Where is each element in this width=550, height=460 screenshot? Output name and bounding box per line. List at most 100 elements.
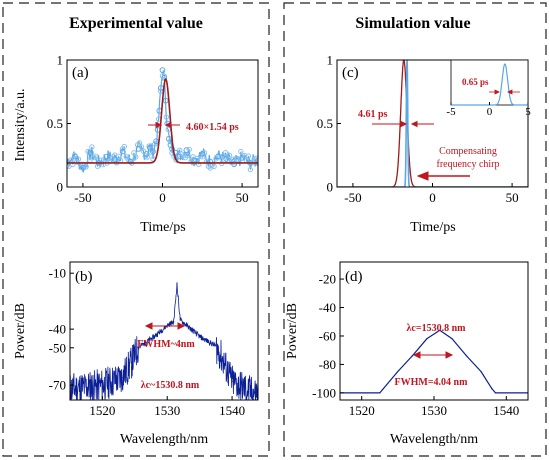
chart-d-y-tick-label: -60 xyxy=(319,329,336,344)
chart-d-spectrum-point xyxy=(379,392,381,394)
chart-b-spectrum-point xyxy=(179,319,181,321)
chart-a-x-tick-label: 50 xyxy=(236,190,249,205)
chart-b-y-label: Power/dB xyxy=(13,303,28,359)
chart-a-annotation: 4.60×1.54 ps xyxy=(186,122,239,133)
chart-b-ticks: 1520 1530 1540 -70 -50 -40 -10 xyxy=(49,266,245,418)
chart-a-data-point xyxy=(199,151,206,157)
chart-b-panel-label: (b) xyxy=(75,269,93,285)
chart-a-measured-point xyxy=(211,163,217,170)
chart-a-data-point xyxy=(255,157,258,164)
chart-d-spectrum-point xyxy=(465,355,468,357)
chart-b-x-tick-label: 1540 xyxy=(219,403,245,418)
chart-b-spectrum-point xyxy=(130,362,133,364)
chart-d-spectrum-point xyxy=(439,329,441,331)
chart-b-spectrum-point xyxy=(215,345,217,347)
chart-a-data-point xyxy=(183,147,190,154)
chart-a-measured-point xyxy=(131,150,137,156)
chart-a-data-point xyxy=(135,146,142,152)
chart-c-x-tick-label: -50 xyxy=(344,190,361,205)
chart-d-y-tick-label: -80 xyxy=(319,357,336,372)
chart-a-data-point xyxy=(169,146,175,152)
chart-a-data-point xyxy=(119,148,126,155)
chart-a-data-point xyxy=(111,156,118,162)
chart-b-center-annotation: λc~1530.8 nm xyxy=(141,380,200,391)
chart-d-x-label: Wavelength/nm xyxy=(390,432,478,447)
chart-a-ticks: -50 0 50 0 0.5 1 xyxy=(47,53,249,205)
chart-a-measured-point xyxy=(247,166,254,173)
chart-b: 1520 1530 1540 -70 -50 -40 -10 (b) FWHM~4nm λc… xyxy=(13,261,259,447)
chart-d-panel-label: (d) xyxy=(345,269,363,285)
chart-a-data-point xyxy=(165,135,172,142)
chart-a-measured-point xyxy=(184,152,191,159)
chart-c-inset-x-tick-label: 0 xyxy=(487,106,493,118)
chart-a-data-point xyxy=(239,154,245,161)
chart-a-measured-point xyxy=(75,156,82,162)
chart-d-y-label: Power/dB xyxy=(285,303,300,359)
chart-a-measured-point xyxy=(140,148,147,154)
chart-d: 1520 1530 1540 -100 -80 -60 -40 -20 (d) λc=1530… xyxy=(285,261,529,447)
left-dashed-frame xyxy=(2,2,270,457)
chart-a-measured-point xyxy=(92,153,99,159)
chart-c-inset-frame xyxy=(450,59,529,106)
chart-a-measured-point xyxy=(222,149,229,156)
chart-b-spectrum-point xyxy=(173,321,175,323)
chart-d-x-tick-label: 1520 xyxy=(349,403,375,418)
chart-c-width-annotation: 4.61 ps xyxy=(358,109,388,120)
chart-d-fwhm-arrow xyxy=(412,351,454,359)
chart-a-data-point xyxy=(150,148,156,155)
chart-a-x-label: Time/ps xyxy=(140,220,185,235)
chart-a-measured-point xyxy=(245,153,252,159)
chart-c-panel-label: (c) xyxy=(342,65,359,81)
chart-a-marks xyxy=(67,67,258,173)
chart-a-y-tick-label: 0 xyxy=(57,180,64,195)
chart-c-inset-x-tick-label: 5 xyxy=(525,106,531,118)
chart-c-inset-x-tick-label: -5 xyxy=(446,106,456,118)
chart-c-inset: -5 0 5 0.65 ps xyxy=(446,59,531,118)
chart-c-chirp-annotation-line2: frequency chirp xyxy=(436,159,499,170)
chart-a-data-point xyxy=(175,153,182,160)
chart-d-y-tick-label: -20 xyxy=(319,272,336,287)
chart-a-data-point xyxy=(161,74,167,81)
chart-a-panel-label: (a) xyxy=(72,65,89,81)
chart-d-spectrum-point xyxy=(480,370,482,373)
chart-a-data-point xyxy=(80,165,86,171)
chart-d-x-tick-label: 1540 xyxy=(493,403,519,418)
chart-c-inset-annotation: 0.65 ps xyxy=(462,77,489,87)
chart-a-data-point xyxy=(127,158,134,165)
chart-b-spectrum-point xyxy=(221,358,223,360)
chart-d-spectrum-point xyxy=(397,370,399,373)
chart-b-x-label: Wavelength/nm xyxy=(120,432,208,447)
chart-d-center-annotation: λc=1530.8 nm xyxy=(407,323,467,334)
chart-a-data-point xyxy=(231,161,238,168)
chart-a-measured-point xyxy=(226,152,233,158)
chart-a-measured-point xyxy=(144,154,150,160)
chart-a-data-point xyxy=(87,149,94,156)
chart-b-x-tick-label: 1520 xyxy=(89,403,115,418)
chart-c-y-tick-label: 1 xyxy=(327,53,334,68)
right-header: Simulation value xyxy=(355,15,470,32)
chart-d-spectrum-point xyxy=(451,338,453,340)
chart-b-fwhm-annotation: FWHM~4nm xyxy=(137,339,195,350)
chart-a-data-point xyxy=(146,144,153,151)
chart-a-data-point xyxy=(215,153,222,160)
chart-d-spectrum-point xyxy=(494,392,497,394)
chart-a-data-point xyxy=(159,67,166,74)
chart-d-spectrum-point xyxy=(411,355,413,357)
chart-b-spectrum-line xyxy=(70,282,258,400)
chart-a-fit-line xyxy=(67,77,258,164)
chart-c-inset-arrows xyxy=(489,89,520,95)
chart-a-fwhm-arrows xyxy=(148,121,180,129)
chart-a-x-tick-label: -50 xyxy=(74,190,91,205)
chart-a-measured-point xyxy=(238,148,244,155)
chart-b-spectrum-point xyxy=(250,391,253,394)
chart-b-y-tick-label: -10 xyxy=(49,266,66,281)
chart-a-measured-point xyxy=(85,148,91,155)
chart-b-spectrum-point xyxy=(176,283,178,285)
chart-a-measured-point xyxy=(186,146,192,153)
chart-a-measured-point xyxy=(163,114,170,120)
chart-a-data-point xyxy=(67,158,70,165)
chart-a-measured-point xyxy=(89,144,95,150)
chart-b-y-tick-label: -70 xyxy=(49,378,66,393)
